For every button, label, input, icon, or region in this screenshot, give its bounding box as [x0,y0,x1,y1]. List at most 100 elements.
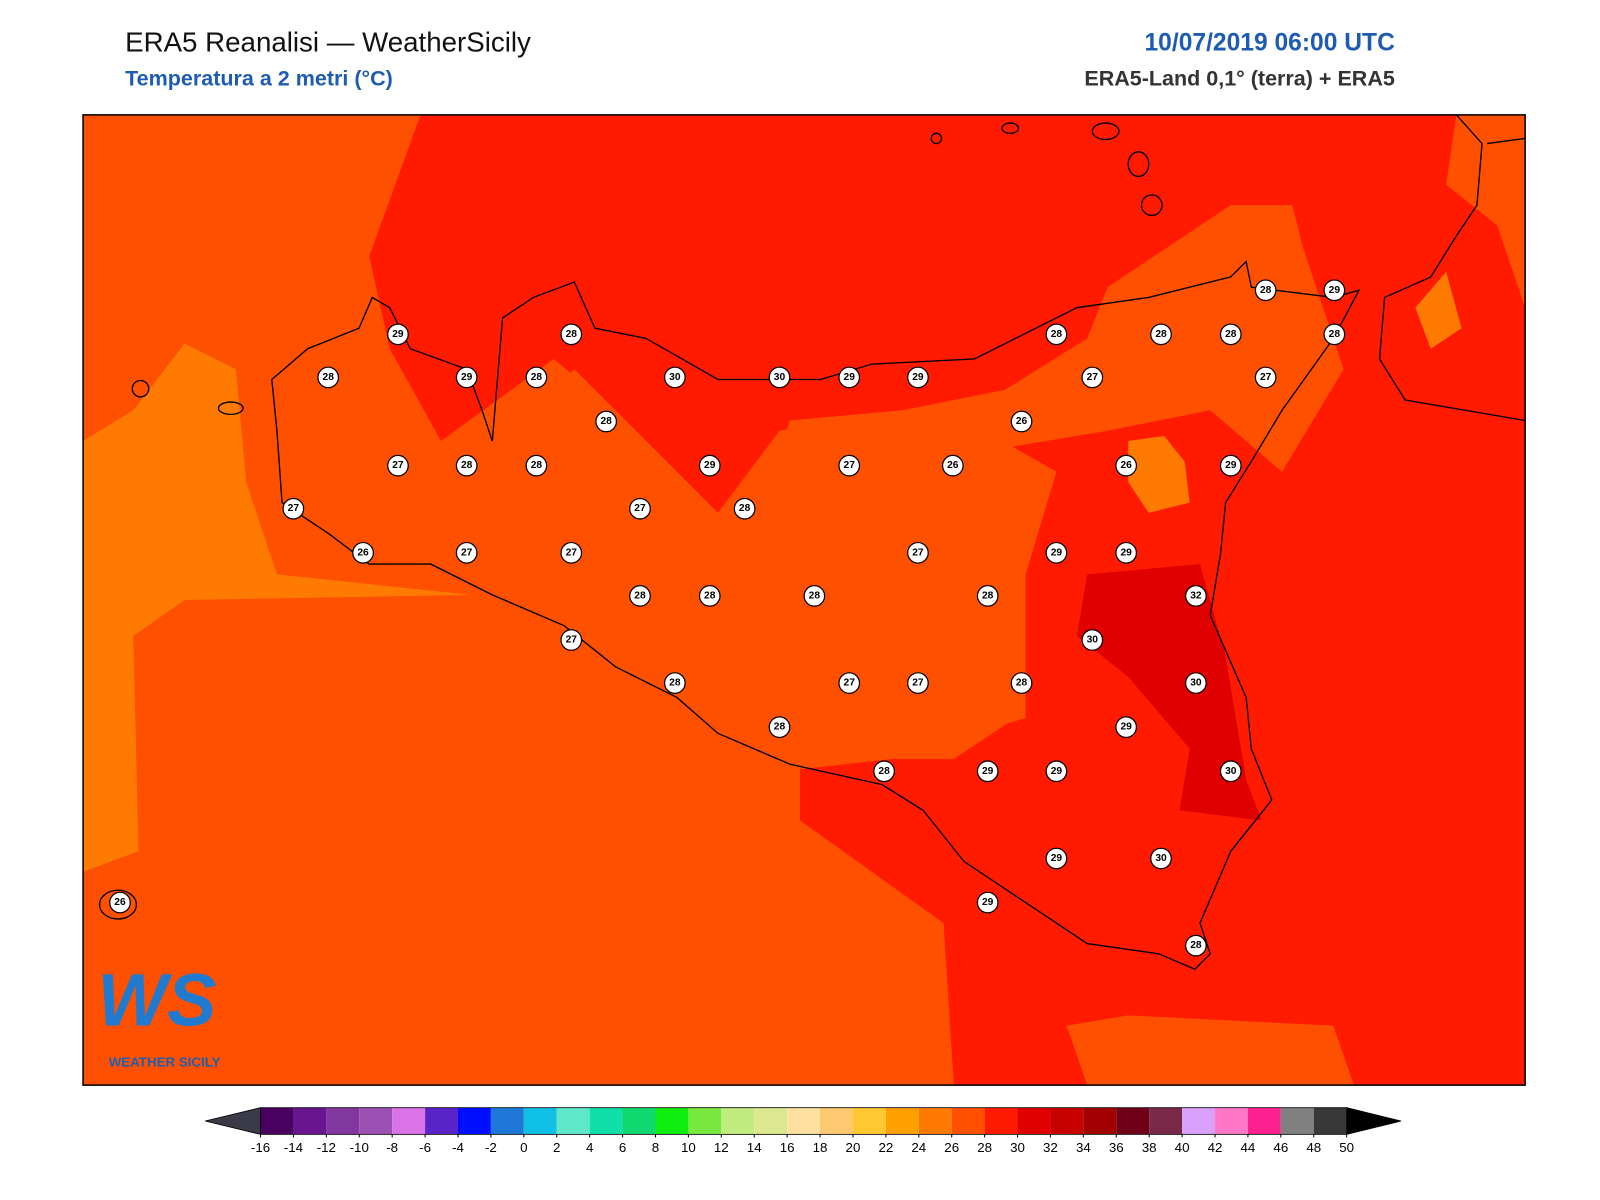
station-value: 28 [461,460,473,471]
station-value: 29 [982,897,994,908]
station-value: 30 [1087,635,1099,646]
station-marker [907,672,929,694]
colorbar: -16 -14 -12 -10 -8 -6 -4 -2 0 2 4 6 8 10 12 14 16 18 20 22 2… [205,1107,1402,1155]
station-marker [387,323,409,346]
station-marker [525,454,548,477]
colorbar-bin [523,1107,557,1135]
station-marker [352,541,374,564]
colorbar-tick-label: -12 [317,1140,336,1155]
station-value: 28 [1016,678,1028,689]
station-value: 29 [392,329,404,340]
coastline [1378,114,1526,422]
colorbar-bin [688,1107,722,1135]
station-value: 29 [1120,722,1132,733]
colorbar-bin [556,1107,590,1135]
colorbar-tick-label: 36 [1109,1140,1124,1155]
colorbar-bin [326,1107,360,1135]
colorbar-tick-label: 2 [553,1140,560,1155]
field [1415,271,1462,349]
station-marker [838,454,861,477]
colorbar-tick-label: 28 [977,1140,992,1155]
colorbar-bin [359,1107,393,1135]
station-marker [1185,672,1207,694]
colorbar-bin [918,1107,952,1135]
station-value: 27 [392,460,404,471]
colorbar-tick-label: 38 [1142,1140,1157,1155]
station-value: 28 [1329,329,1341,340]
logo-mark: WS [97,959,216,1042]
station-marker [1045,847,1068,870]
station-marker [803,585,826,607]
station-value: 27 [1087,372,1099,383]
station-marker [698,454,721,477]
colorbar-under [205,1107,261,1135]
colorbar-bin [1247,1107,1281,1135]
map: 29 28 28 29 28 30 30 29 29 28 28 28 28 29 28 27 27 28 26 27… [83,114,1526,1086]
station-marker [907,541,929,564]
island [217,401,244,416]
colorbar-bin [425,1107,458,1135]
colorbar-tick-label: 12 [714,1140,729,1155]
station-value: 27 [912,678,924,689]
station-marker [1045,760,1068,783]
colorbar-bin [392,1107,426,1135]
source: ERA5-Land 0,1° (terra) + ERA5 [1084,67,1395,91]
station-marker [1081,629,1104,651]
station-value: 28 [634,590,646,601]
station-marker [733,497,756,520]
station-marker [941,454,964,477]
colorbar-bin [787,1107,821,1135]
station-marker [560,629,583,651]
station-marker [838,366,861,389]
station-marker [976,891,999,914]
station-marker [663,672,686,694]
station-value: 28 [1190,940,1202,951]
station-value: 27 [1260,372,1272,383]
colorbar-tick-label: 24 [911,1140,926,1155]
colorbar-over [1346,1107,1402,1135]
colorbar-tick-label: 10 [681,1140,696,1155]
station-value: 27 [912,547,924,558]
station-marker [455,454,478,477]
colorbar-bin [1313,1107,1347,1135]
station-value: 28 [739,503,751,514]
station-marker [976,760,999,783]
island [98,889,138,920]
station-marker [1081,366,1104,389]
station-marker [629,497,651,520]
station-value: 27 [566,635,578,646]
colorbar-tick-label: 30 [1010,1140,1025,1155]
colorbar-tick-label: -8 [386,1140,398,1155]
colorbar-tick-label: 20 [846,1140,861,1155]
station-marker [525,366,548,389]
station-value: 27 [288,503,300,514]
station-marker [976,585,999,607]
station-value: 28 [531,460,543,471]
title: ERA5 Reanalisi — WeatherSicily [125,26,531,57]
station-marker [1185,585,1207,607]
colorbar-bin [622,1107,656,1135]
colorbar-tick-label: -6 [419,1140,431,1155]
station-value: 29 [1329,285,1341,296]
colorbar-bin [951,1107,985,1135]
colorbar-bin [1182,1107,1216,1135]
island [131,379,150,398]
station-value: 26 [947,460,959,471]
colorbar-tick-label: -16 [251,1140,270,1155]
station-marker [873,760,895,783]
datetime: 10/07/2019 06:00 UTC [1144,30,1395,57]
station-value: 28 [1260,285,1272,296]
station-value: 28 [1225,329,1237,340]
station-value: 29 [461,372,473,383]
station-value: 28 [566,329,578,340]
colorbar-tick-label: 48 [1306,1140,1321,1155]
stations: 29 28 28 29 28 30 30 29 29 28 28 28 28 29 28 27 27 28 26 27… [109,279,1346,957]
station-marker [1323,279,1346,302]
station-marker [1254,279,1277,302]
station-value: 28 [669,678,681,689]
station-marker [1045,541,1068,564]
station-marker [1185,934,1207,957]
island [1001,122,1020,134]
